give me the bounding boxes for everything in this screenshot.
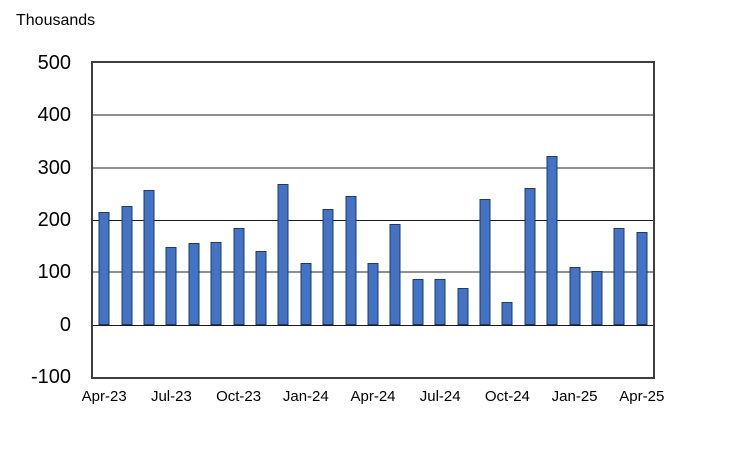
bar-Jun-23	[143, 190, 155, 325]
bar-Feb-24	[322, 208, 334, 325]
bar-Feb-25	[591, 271, 603, 325]
x-axis-tick-labels: Apr-23 Jul-23 Oct-23 Jan-24 Apr-24 Jul-24 Oct-…	[82, 388, 665, 408]
x-tick-label-Apr-25: Apr-25	[619, 388, 665, 405]
plot-area	[91, 61, 655, 379]
x-tick-label-Jan-24: Jan-24	[282, 388, 329, 405]
y-tick-label--100: -100	[30, 366, 71, 388]
gridline-0	[93, 324, 653, 326]
bar-Sep-24	[479, 199, 491, 325]
y-tick-label-100: 100	[37, 261, 71, 284]
bar-Nov-24	[524, 188, 536, 325]
bar-Jun-24	[412, 279, 424, 325]
x-tick-label-Apr-23: Apr-23	[81, 388, 127, 405]
gridline-200	[93, 220, 653, 221]
bar-Jan-24	[300, 263, 312, 325]
x-tick-label-Oct-23: Oct-23	[216, 388, 262, 405]
y-axis-tick-labels: 500 400 300 200 100 0 -100	[0, 0, 71, 456]
bar-Jul-24	[434, 278, 446, 325]
gridline-400	[93, 114, 653, 117]
x-tick-label-Oct-24: Oct-24	[484, 388, 530, 405]
gridline-300	[93, 166, 653, 169]
bar-Apr-24	[367, 262, 379, 325]
bar-Oct-23	[233, 227, 245, 325]
bar-Jan-25	[569, 266, 581, 325]
y-tick-label-400: 400	[37, 104, 71, 127]
bar-Dec-23	[277, 183, 289, 325]
y-tick-label-500: 500	[37, 52, 71, 74]
x-tick-label-Jul-24: Jul-24	[419, 388, 461, 405]
x-tick-label-Jan-25: Jan-25	[551, 388, 598, 405]
bar-Aug-23	[188, 242, 200, 325]
bar-Mar-25	[613, 227, 625, 325]
bar-Dec-24	[546, 155, 558, 325]
bar-May-24	[389, 223, 401, 325]
y-axis-units-label: Thousands	[16, 12, 96, 29]
y-tick-label-300: 300	[37, 156, 71, 179]
bar-May-23	[121, 205, 133, 325]
x-tick-label-Jul-23: Jul-23	[150, 388, 192, 405]
bar-Aug-24	[457, 287, 469, 325]
y-tick-label-0: 0	[59, 313, 71, 336]
bar-Apr-25	[636, 232, 648, 325]
bar-Jul-23	[165, 247, 177, 325]
bar-Apr-23	[98, 212, 110, 325]
x-tick-label-Apr-24: Apr-24	[350, 388, 396, 405]
bar-Mar-24	[345, 195, 357, 325]
y-tick-label-200: 200	[37, 209, 71, 231]
bar-Sep-23	[210, 242, 222, 325]
bar-Oct-24	[501, 301, 513, 325]
bar-Nov-23	[255, 250, 267, 325]
